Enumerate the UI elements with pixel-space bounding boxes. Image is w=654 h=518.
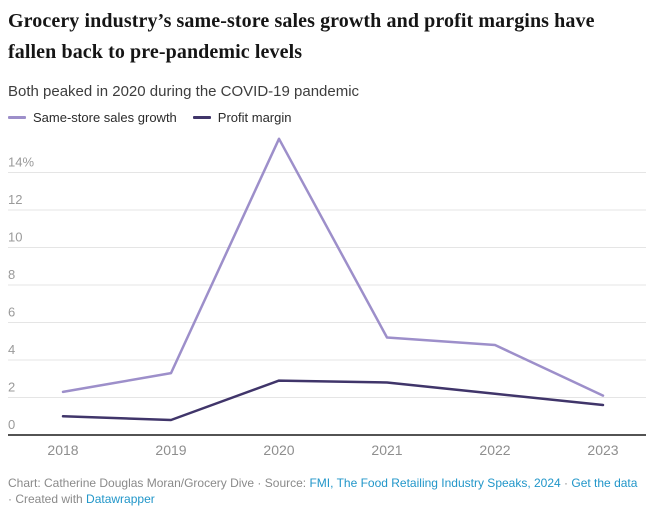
chart-subtitle: Both peaked in 2020 during the COVID-19 …: [8, 83, 360, 100]
legend-label: Same-store sales growth: [33, 110, 177, 125]
footer-link-datawrapper[interactable]: Datawrapper: [86, 492, 155, 506]
x-tick-label: 2020: [263, 442, 294, 458]
series-line-profit-margin: [61, 379, 605, 422]
x-tick-label: 2022: [479, 442, 510, 458]
y-tick-label: 4: [8, 342, 15, 357]
line-chart-plot-area: 0 2 4 6 8 10 12 14% 2018 2019 2020 2021 2022 2023: [8, 130, 646, 462]
chart-card: Grocery industry’s same-store sales grow…: [8, 10, 646, 507]
legend-label: Profit margin: [217, 110, 292, 125]
footer-text: ·: [560, 476, 572, 490]
line-chart-svg: 0 2 4 6 8 10 12 14% 2018 2019 2020 2021 2022 2023: [8, 137, 646, 458]
footer-link-fmi-the-food-retailing-industry-speaks-2[interactable]: FMI, The Food Retailing Industry Speaks,…: [309, 476, 561, 490]
y-tick-label: 0: [8, 417, 15, 432]
series-line-same-store-sales-growth: [61, 137, 605, 397]
legend-swatch-profit-margin: [192, 116, 211, 119]
y-tick-label: 12: [8, 192, 22, 207]
legend-swatch-same-store-sales-growth: [8, 116, 26, 119]
legend-item-same-store-sales-growth: Same-store sales growth: [8, 110, 177, 125]
footer-text: · Created with: [8, 492, 87, 506]
y-tick-label: 14%: [8, 155, 34, 170]
y-tick-label: 6: [8, 305, 15, 320]
attribution-footer: Chart: Catherine Douglas Moran/Grocery D…: [8, 475, 638, 507]
chart-title: Grocery industry’s same-store sales grow…: [8, 10, 595, 63]
y-tick-label: 8: [8, 267, 15, 282]
footer-text: Chart: Catherine Douglas Moran/Grocery D…: [8, 476, 310, 490]
x-tick-label: 2023: [587, 442, 618, 458]
legend: Same-store sales growth Profit margin: [8, 110, 646, 125]
y-tick-label: 10: [8, 230, 22, 245]
x-tick-label: 2021: [371, 442, 402, 458]
y-tick-label: 2: [8, 380, 15, 395]
x-tick-label: 2019: [155, 442, 186, 458]
legend-item-profit-margin: Profit margin: [192, 110, 292, 125]
footer-link-get-the-data[interactable]: Get the data: [571, 476, 638, 490]
x-tick-label: 2018: [47, 442, 78, 458]
